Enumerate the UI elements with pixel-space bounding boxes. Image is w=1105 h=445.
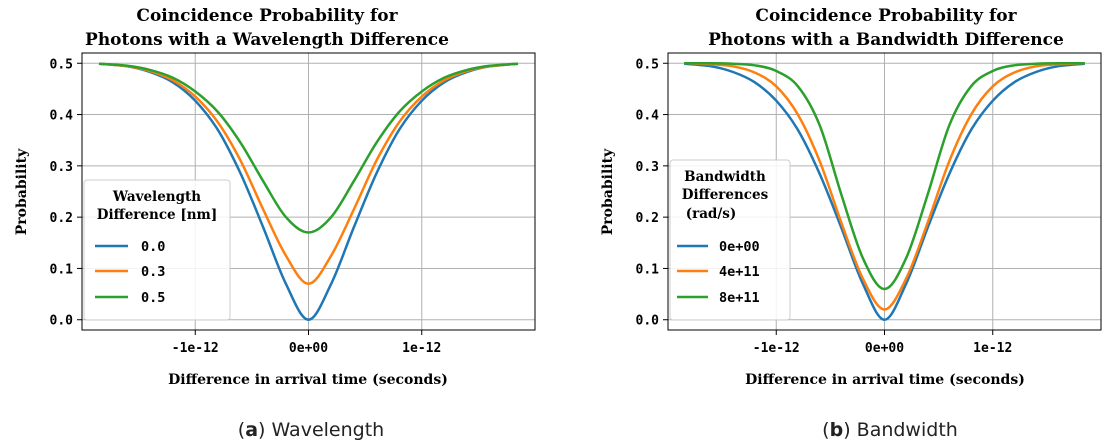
legend-label-series-1: 0.0 xyxy=(141,239,165,255)
legend-title-line-2: Differences xyxy=(682,187,769,203)
legend-title-line-3: (rad/s) xyxy=(686,206,737,222)
legend-box xyxy=(83,179,231,321)
y-tick-label: 0.0 xyxy=(636,314,660,329)
series-line-1 xyxy=(98,62,519,321)
y-tick-label: 0.3 xyxy=(50,160,73,175)
x-axis-label: Difference in arrival time (seconds) xyxy=(745,372,1025,388)
y-tick-label: 0.5 xyxy=(636,57,659,72)
y-tick-label: 0.4 xyxy=(636,109,660,124)
x-tick-label: 0e+00 xyxy=(865,341,904,356)
series-line-3 xyxy=(684,62,1085,291)
x-tick-label: -1e-12 xyxy=(172,341,219,356)
x-tick-label: -1e-12 xyxy=(753,341,800,356)
caption-text: Bandwidth xyxy=(857,419,958,441)
figure-caption-a: (a) Wavelength xyxy=(238,419,384,441)
chart-title-line-2: Photons with a Wavelength Difference xyxy=(85,30,449,50)
x-tick-label: 1e-12 xyxy=(402,341,441,356)
series-line-3 xyxy=(98,62,519,234)
y-tick-label: 0.1 xyxy=(636,262,660,277)
y-axis-label: Probability xyxy=(14,148,30,235)
legend-label-series-3: 8e+11 xyxy=(719,290,760,306)
y-axis-label: Probability xyxy=(600,148,616,235)
legend-label-series-2: 4e+11 xyxy=(719,264,760,280)
series-lines xyxy=(684,62,1085,321)
y-axis-ticks: 0.0 0.1 0.2 0.3 0.4 0.5 xyxy=(636,57,668,329)
series-lines xyxy=(98,62,519,321)
legend-label-series-1: 0e+00 xyxy=(719,239,760,255)
series-line-2 xyxy=(684,62,1085,311)
figure-caption-b: (b) Bandwidth xyxy=(822,419,958,441)
y-tick-label: 0.4 xyxy=(50,109,74,124)
legend: Wavelength Difference [nm] 0.0 0.3 0.5 xyxy=(83,179,231,321)
chart-title-line-1: Coincidence Probability for xyxy=(755,6,1017,26)
caption-letter: a xyxy=(245,419,258,441)
series-line-1 xyxy=(684,62,1085,321)
legend-box xyxy=(669,159,791,321)
chart-panel-wavelength: Coincidence Probability for Photons with… xyxy=(14,6,536,388)
legend-title-line-2: Difference [nm] xyxy=(97,207,217,223)
y-tick-label: 0.2 xyxy=(50,211,73,226)
x-tick-label: 0e+00 xyxy=(289,341,328,356)
x-axis-label: Difference in arrival time (seconds) xyxy=(168,372,448,388)
y-tick-label: 0.1 xyxy=(50,262,74,277)
chart-title-line-1: Coincidence Probability for xyxy=(136,6,398,26)
chart-title-line-2: Photons with a Bandwidth Difference xyxy=(708,30,1064,50)
chart-panel-bandwidth: Coincidence Probability for Photons with… xyxy=(600,6,1102,388)
legend-title-line-1: Wavelength xyxy=(112,189,201,205)
legend-label-series-2: 0.3 xyxy=(141,264,165,280)
y-tick-label: 0.0 xyxy=(50,314,74,329)
legend-label-series-3: 0.5 xyxy=(141,290,165,306)
legend: Bandwidth Differences (rad/s) 0e+00 4e+1… xyxy=(669,159,791,321)
x-axis-ticks: -1e-12 0e+00 1e-12 xyxy=(172,330,441,356)
y-axis-ticks: 0.0 0.1 0.2 0.3 0.4 0.5 xyxy=(50,57,82,329)
y-tick-label: 0.5 xyxy=(50,57,73,72)
y-tick-label: 0.2 xyxy=(636,211,659,226)
legend-title-line-1: Bandwidth xyxy=(684,169,766,185)
caption-letter: b xyxy=(830,419,844,441)
x-axis-ticks: -1e-12 0e+00 1e-12 xyxy=(753,330,1012,356)
x-tick-label: 1e-12 xyxy=(973,341,1012,356)
y-tick-label: 0.3 xyxy=(636,160,659,175)
caption-text: Wavelength xyxy=(271,419,384,441)
series-line-2 xyxy=(98,62,519,286)
